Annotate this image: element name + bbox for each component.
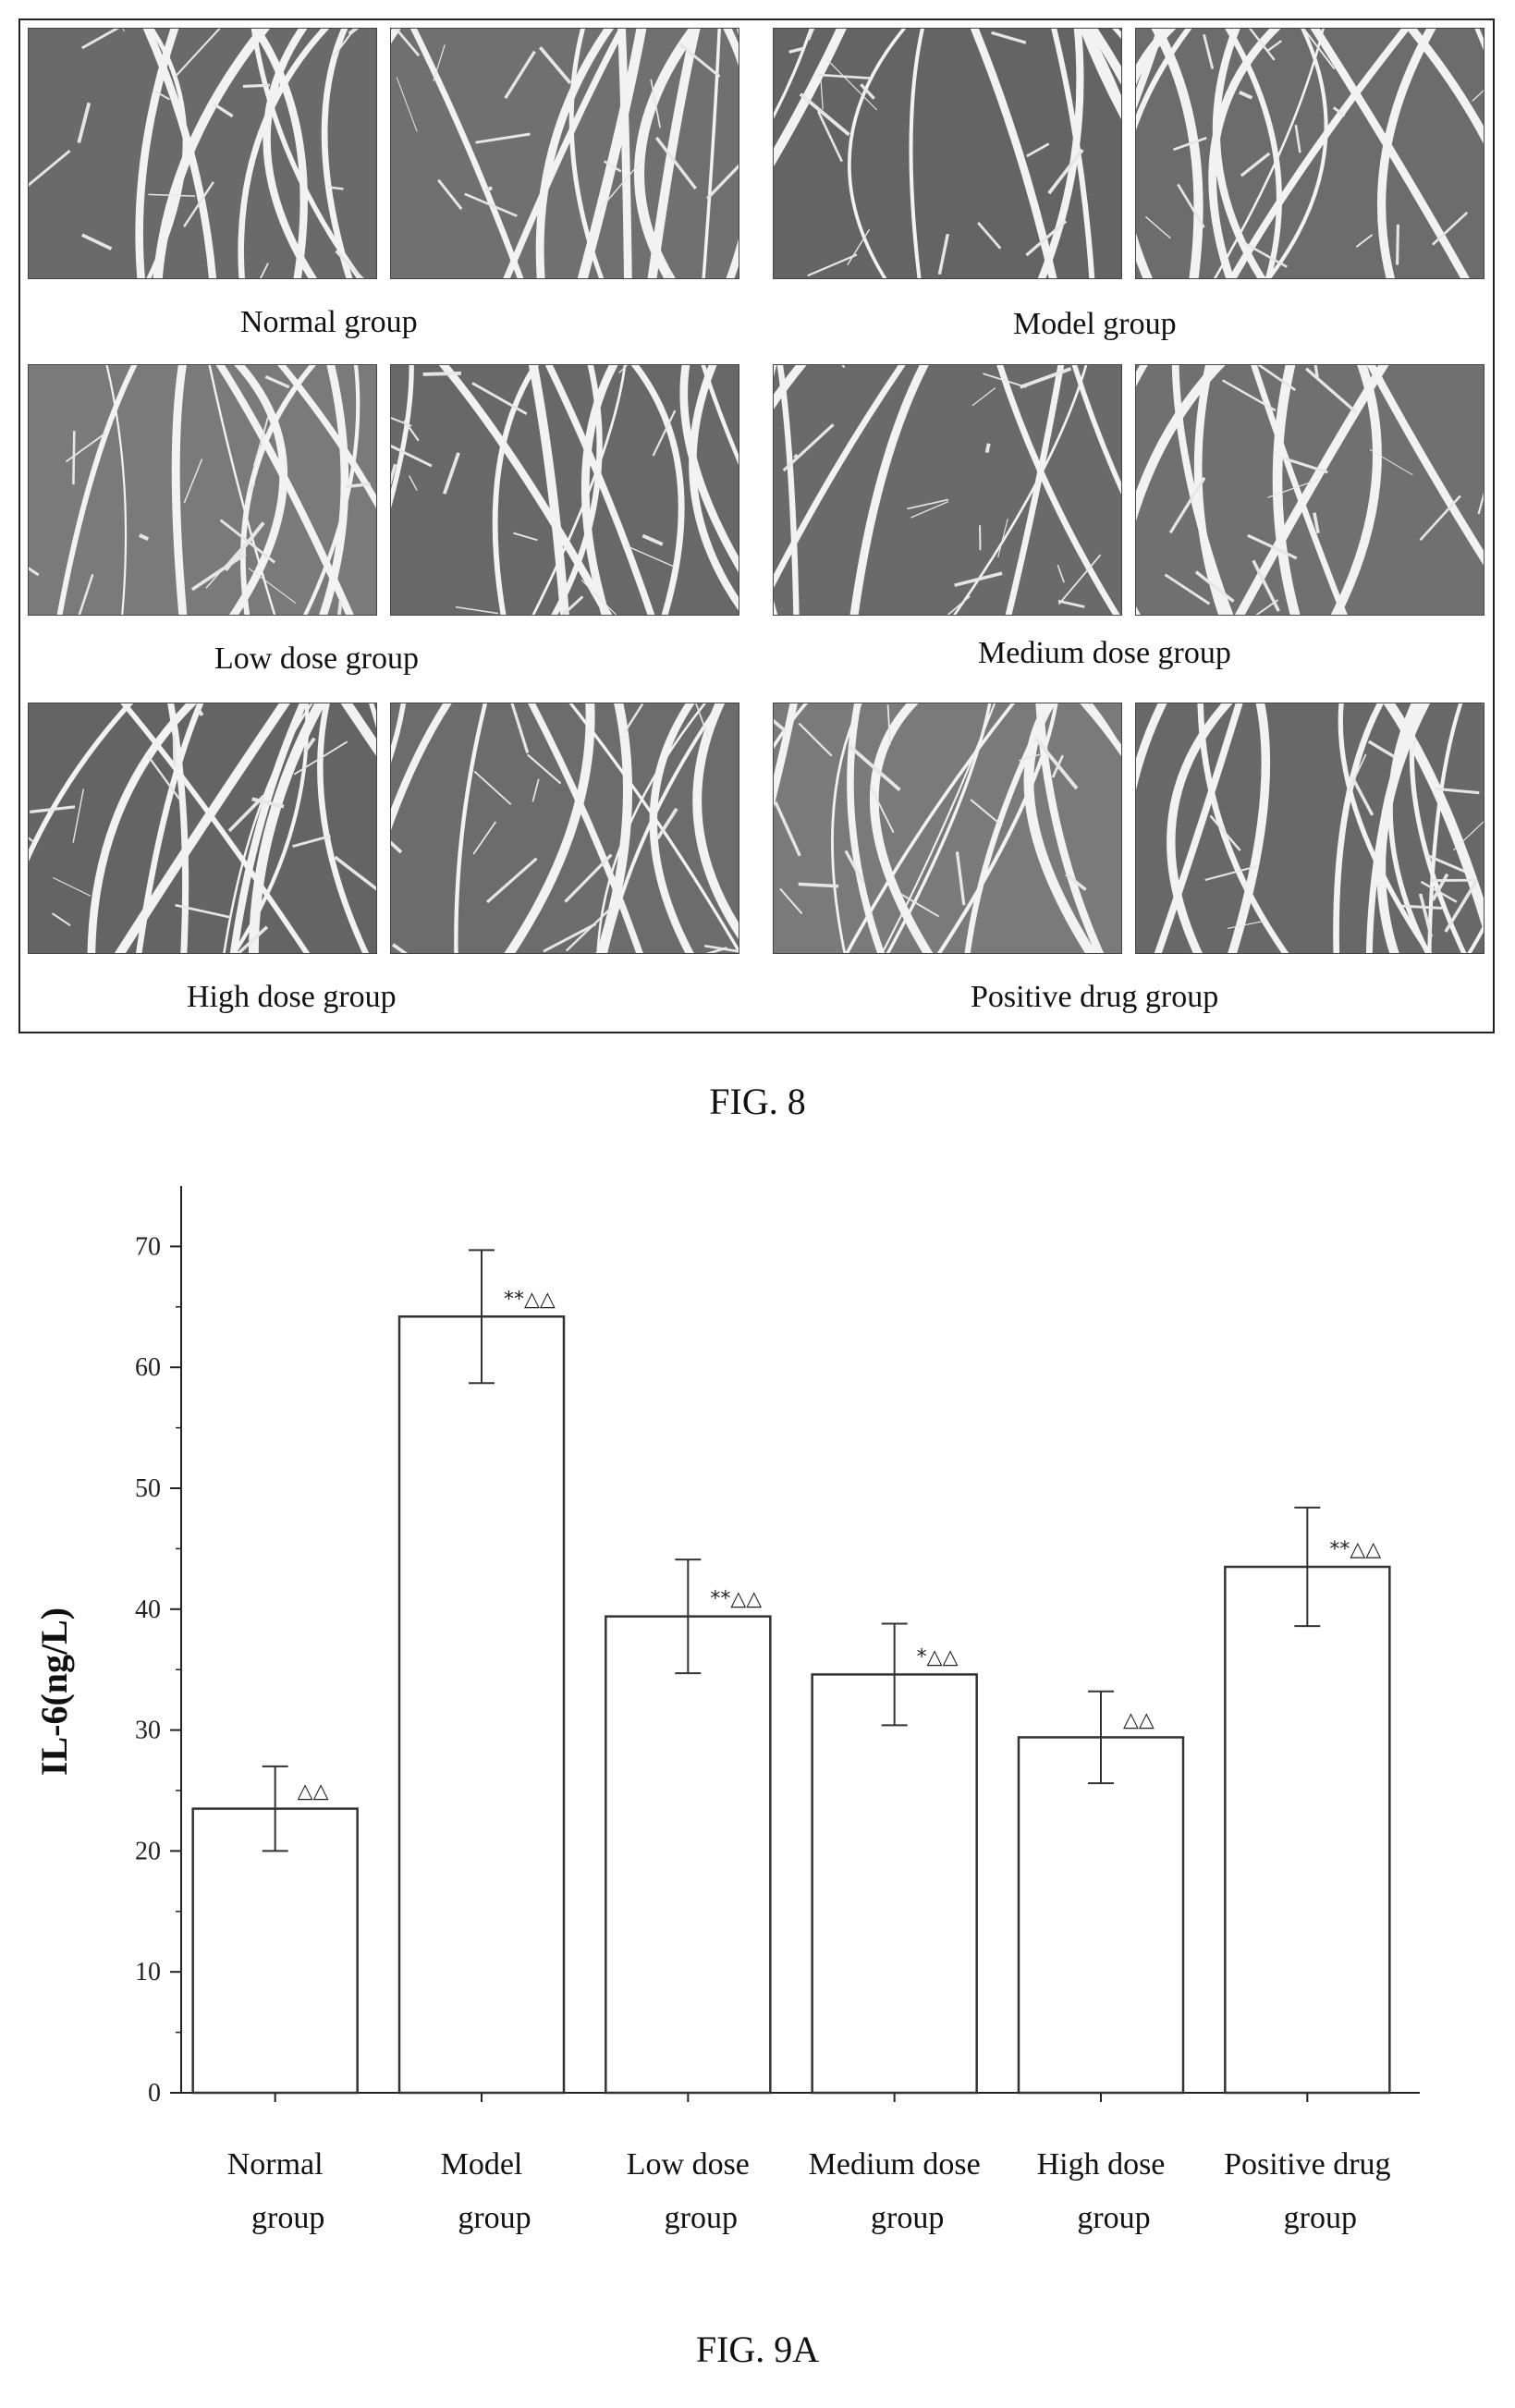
bar: [605, 1615, 772, 2095]
y-tick-label: 20: [135, 1837, 161, 1865]
tissue-micrograph-image: [391, 29, 739, 278]
caption-high-dose-group: High dose group: [187, 980, 397, 1014]
micrograph-low-2: [390, 364, 739, 616]
caption-model-group: Model group: [1013, 307, 1177, 341]
tissue-micrograph-image: [774, 29, 1121, 278]
micrograph-medium-2: [1135, 364, 1484, 616]
y-tick-label: 10: [135, 1958, 161, 1986]
micrograph-normal-1: [28, 28, 377, 279]
y-tick-label: 40: [135, 1595, 161, 1624]
micrograph-low-1: [28, 364, 377, 616]
chart-labels: △△ Normal group **△△ Model group **△△ Low dose g…: [227, 1288, 1391, 2235]
caption-normal-group: Normal group: [240, 305, 418, 339]
x-category-label: group: [458, 2201, 531, 2235]
tissue-micrograph-image: [774, 703, 1121, 953]
significance-marker: **△△: [504, 1288, 556, 1311]
bar: [811, 1673, 978, 2095]
y-tick-label: 0: [148, 2079, 161, 2108]
chart-bars: [191, 1249, 1391, 2095]
y-tick-label: 70: [135, 1232, 161, 1261]
figure-8-panel: Normal group Model group Low dose group …: [18, 18, 1495, 1033]
x-category-label: group: [251, 2201, 324, 2235]
y-axis-label: IL-6(ng/L): [33, 1607, 75, 1776]
significance-marker: △△: [298, 1780, 329, 1803]
micrograph-positive-1: [773, 703, 1122, 954]
x-category-label: Normal: [227, 2147, 324, 2182]
bar: [1017, 1736, 1185, 2095]
tissue-micrograph-image: [1136, 703, 1484, 953]
figure-9a-label: FIG. 9A: [695, 2329, 820, 2370]
x-category-label: Low dose: [627, 2147, 750, 2182]
micrograph-positive-2: [1135, 703, 1484, 954]
x-category-label: High dose: [1037, 2147, 1166, 2182]
x-category-label: group: [1077, 2201, 1150, 2235]
micrograph-model-1: [773, 28, 1122, 279]
micrograph-high-1: [28, 703, 377, 954]
significance-marker: △△: [1123, 1708, 1155, 1731]
significance-marker: *△△: [917, 1645, 959, 1668]
x-category-label: Medium dose: [809, 2147, 981, 2182]
figure-8-label: FIG. 8: [709, 1081, 806, 1122]
tissue-micrograph-image: [1136, 29, 1484, 278]
x-category-label: group: [1284, 2201, 1357, 2235]
tissue-micrograph-image: [391, 365, 739, 615]
tissue-micrograph-image: [29, 365, 376, 615]
micrograph-high-2: [390, 703, 739, 954]
tissue-micrograph-image: [1136, 365, 1484, 615]
x-category-label: Positive drug: [1224, 2147, 1390, 2182]
caption-low-dose-group: Low dose group: [214, 642, 419, 676]
x-category-label: Model: [441, 2147, 523, 2182]
x-category-label: group: [871, 2201, 944, 2235]
il6-bar-chart: 0 10 20 30 40 50 60 70 △△ Normal group **△△ Model gr…: [33, 1186, 1420, 2235]
significance-marker: **△△: [1329, 1538, 1381, 1561]
tissue-micrograph-image: [29, 703, 376, 953]
chart-axes: 0 10 20 30 40 50 60 70: [135, 1186, 1420, 2108]
bar: [191, 1807, 359, 2095]
y-tick-label: 50: [135, 1474, 161, 1503]
caption-positive-drug-group: Positive drug group: [971, 980, 1219, 1014]
micrograph-medium-1: [773, 364, 1122, 616]
bar: [397, 1315, 566, 2095]
significance-marker: **△△: [710, 1588, 762, 1611]
caption-medium-dose-group: Medium dose group: [978, 636, 1231, 670]
x-category-label: group: [665, 2201, 738, 2235]
y-tick-label: 30: [135, 1717, 161, 1745]
bar: [1224, 1565, 1391, 2095]
tissue-micrograph-image: [29, 29, 376, 278]
micrograph-normal-2: [390, 28, 739, 279]
tissue-micrograph-image: [774, 365, 1121, 615]
micrograph-model-2: [1135, 28, 1484, 279]
tissue-micrograph-image: [391, 703, 739, 953]
y-tick-label: 60: [135, 1353, 161, 1382]
